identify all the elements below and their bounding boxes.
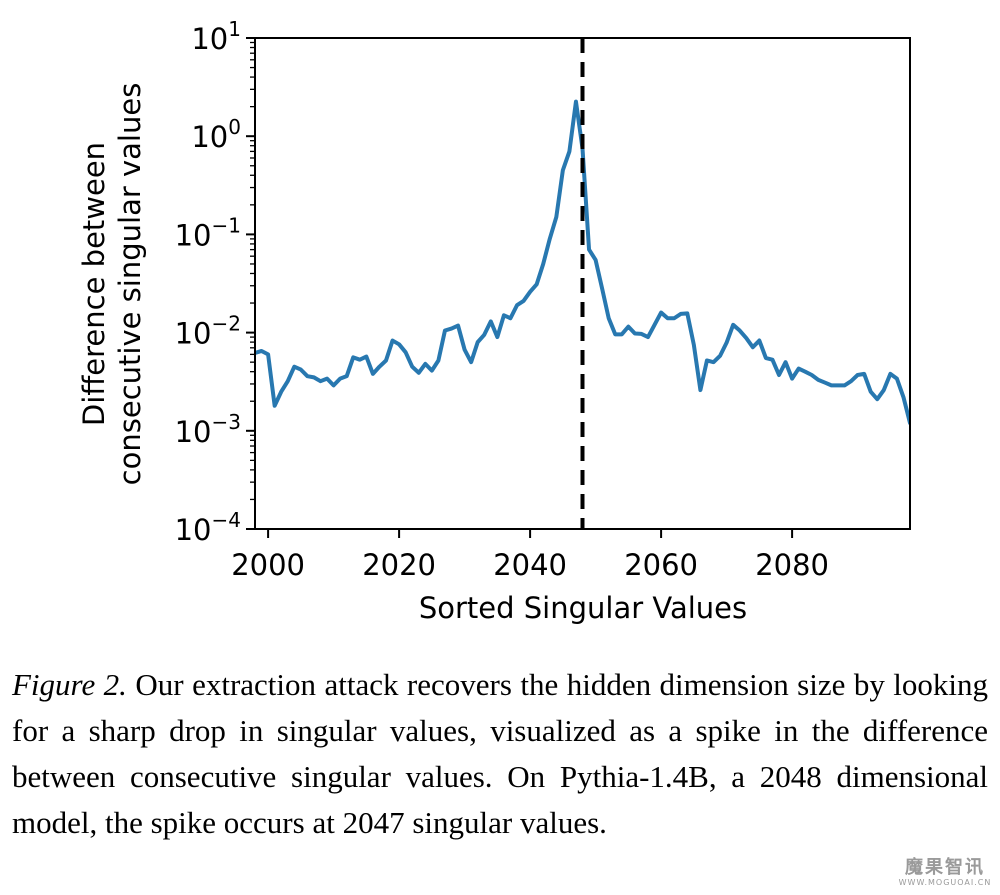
- watermark-url: WWW.MOGUOAI.CN: [898, 878, 992, 887]
- plot-area: [255, 38, 910, 529]
- y-tick-label: 10−4: [175, 508, 241, 547]
- x-axis-label: Sorted Singular Values: [419, 591, 747, 625]
- figure-label: Figure 2.: [12, 667, 127, 702]
- y-tick-label: 10−3: [175, 410, 241, 449]
- x-tick-label: 2080: [755, 548, 829, 582]
- figure-caption: Figure 2. Our extraction attack recovers…: [12, 662, 988, 846]
- axes-frame: [254, 37, 911, 530]
- watermark: 魔果智讯 WWW.MOGUOAI.CN: [895, 858, 995, 892]
- x-tick-label: 2040: [493, 548, 567, 582]
- axes: 2000 2020 2040 2060 2080 101 100 10−1 10−2 10−3 10…: [175, 17, 911, 582]
- y-tick-label: 10−1: [175, 213, 241, 252]
- y-tick-label: 100: [191, 115, 241, 154]
- y-tick-label: 10−2: [175, 312, 241, 351]
- watermark-logo-text: 魔果智讯: [905, 857, 985, 878]
- caption-text: Our extraction attack recovers the hidde…: [12, 667, 989, 840]
- x-tick-label: 2060: [624, 548, 698, 582]
- y-axis-label-line-2: consecutive singular values: [113, 83, 147, 486]
- x-tick-label: 2000: [231, 548, 305, 582]
- y-tick-label: 101: [191, 17, 241, 56]
- chart: 2000 2020 2040 2060 2080 101 100 10−1 10−2 10−3 10…: [77, 17, 911, 625]
- x-tick-label: 2020: [362, 548, 436, 582]
- y-axis-label-line-1: Difference between: [77, 142, 111, 426]
